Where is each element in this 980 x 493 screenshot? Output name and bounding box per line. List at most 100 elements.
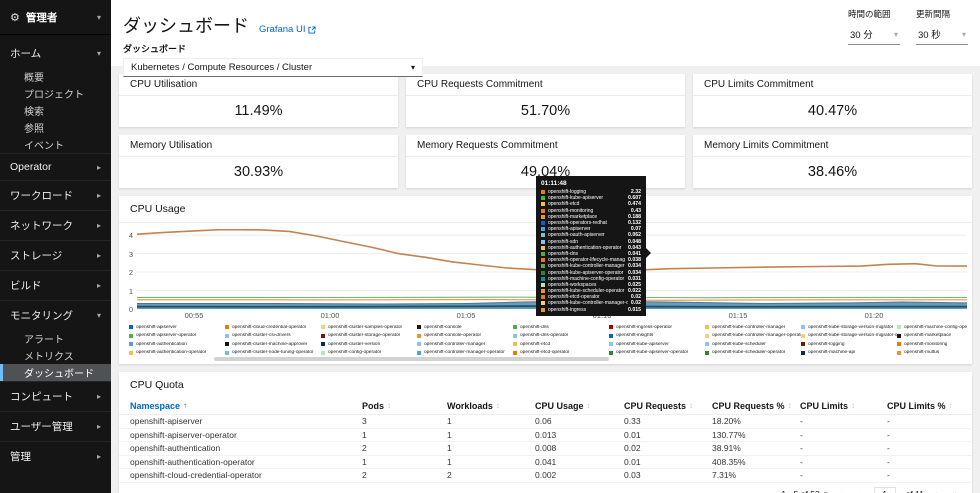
legend-item[interactable]: openshift-logging: [801, 340, 897, 349]
page-number-input[interactable]: [873, 486, 896, 493]
sidebar-item-administration[interactable]: 管理 ▸: [10, 451, 101, 463]
legend-item[interactable]: openshift-marketplace: [897, 332, 967, 341]
sidebar-item-monitoring[interactable]: モニタリング ▾: [10, 310, 101, 322]
column-header-cpu-limits[interactable]: CPU Limits ↕: [800, 400, 856, 411]
legend-item[interactable]: openshift-controller-manager-operator: [417, 349, 513, 358]
cell-namespace: openshift-authentication-operator: [130, 456, 255, 467]
legend-color-swatch: [417, 333, 421, 338]
legend-item[interactable]: openshift-machine-config-operator: [897, 323, 967, 332]
table-row: openshift-authentication 2 1 0.008 0.02 …: [119, 442, 972, 456]
sidebar-item-dashboards[interactable]: ダッシュボード: [0, 364, 111, 381]
sidebar-item-events[interactable]: イベント: [24, 141, 64, 152]
legend-color-swatch: [609, 333, 613, 338]
sidebar-item-networking[interactable]: ネットワーク ▸: [10, 220, 101, 232]
cell-cpu-requests: 0.33: [624, 416, 641, 427]
next-page-button[interactable]: ›: [934, 489, 941, 493]
legend-item[interactable]: openshift-cluster-machine-approver: [225, 340, 321, 349]
legend-item[interactable]: openshift-multus: [897, 349, 967, 358]
x-axis-tick: 01:00: [320, 311, 340, 320]
sidebar-item-explore[interactable]: 参照: [24, 124, 44, 135]
legend-item[interactable]: openshift-cluster-version: [321, 340, 417, 349]
legend-item[interactable]: openshift-monitoring: [897, 340, 967, 349]
legend-item[interactable]: openshift-controller-manager: [417, 340, 513, 349]
administrator-icon: ⚙: [10, 12, 20, 24]
tooltip-row: openshift-kube-apiserver 0.607: [541, 195, 641, 201]
sidebar-item-home[interactable]: ホーム ▾: [10, 48, 101, 60]
legend-item[interactable]: openshift-console: [417, 323, 513, 332]
cell-cpu-limits-pct: -: [887, 470, 890, 481]
sidebar-item-overview[interactable]: 概要: [24, 73, 44, 84]
legend-item[interactable]: openshift-apiserver: [129, 323, 225, 332]
last-page-button[interactable]: »: [951, 489, 960, 493]
cell-pods: 1: [362, 456, 367, 467]
table-title: CPU Quota: [130, 379, 184, 391]
column-header-cpu-usage[interactable]: CPU Usage ↕: [535, 400, 591, 411]
sidebar-item-workloads[interactable]: ワークロード ▸: [10, 190, 101, 202]
page-header: ダッシュボード Grafana UI ダッシュボード Kubernetes / …: [111, 0, 980, 77]
legend-color-swatch: [801, 333, 805, 338]
legend-item[interactable]: openshift-kube-apiserver-operator: [609, 349, 705, 358]
legend-item[interactable]: openshift-kube-storage-version-migrator-…: [801, 332, 897, 341]
dashboard-select[interactable]: Kubernetes / Compute Resources / Cluster…: [123, 58, 423, 77]
legend-item[interactable]: openshift-etcd-operator: [513, 349, 609, 358]
sidebar-item-user-management[interactable]: ユーザー管理 ▸: [10, 421, 101, 433]
first-page-button[interactable]: «: [838, 489, 847, 493]
pagination-per-page-menu[interactable]: 1 - 5 of 53 ▾: [781, 489, 827, 493]
legend-color-swatch: [129, 325, 133, 330]
legend-color-swatch: [417, 325, 421, 330]
legend-item[interactable]: openshift-machine-api: [801, 349, 897, 358]
sidebar-item-projects[interactable]: プロジェクト: [24, 90, 84, 101]
sidebar-item-alerts[interactable]: アラート: [24, 335, 64, 346]
refresh-interval-select[interactable]: 30 秒 ▾: [916, 25, 968, 45]
column-header-namespace[interactable]: Namespace ↑: [130, 400, 188, 411]
legend-item[interactable]: openshift-kube-scheduler: [705, 340, 801, 349]
cpu-quota-card: CPU Quota Namespace ↑ Pods ↕ Workloads ↕…: [119, 372, 972, 493]
legend-item[interactable]: openshift-console-operator: [417, 332, 513, 341]
sidebar-item-search[interactable]: 検索: [24, 107, 44, 118]
sidebar-item-builds[interactable]: ビルド ▸: [10, 280, 101, 292]
cell-cpu-limits: -: [800, 456, 803, 467]
legend-item[interactable]: openshift-kube-controller-manager: [705, 323, 801, 332]
chevron-down-icon: ▾: [824, 489, 828, 493]
legend-item[interactable]: openshift-kube-apiserver: [609, 340, 705, 349]
sidebar-item-compute[interactable]: コンピュート ▸: [10, 391, 101, 403]
legend-item[interactable]: openshift-etcd: [513, 340, 609, 349]
tooltip-row: openshift-kube-scheduler-operator 0.022: [541, 288, 641, 294]
chart-tooltip: 01:11:48 openshift-logging 2.32 openshif…: [536, 176, 651, 316]
legend-item[interactable]: openshift-apiserver-operator: [129, 332, 225, 341]
time-range-select[interactable]: 30 分 ▾: [848, 25, 900, 45]
chart-legend: openshift-apiserver openshift-apiserver-…: [129, 323, 967, 357]
legend-scrollbar[interactable]: [214, 357, 609, 361]
legend-item[interactable]: openshift-cluster-node-tuning-operator: [225, 349, 321, 358]
previous-page-button[interactable]: ‹: [857, 489, 864, 493]
sidebar-item-metrics[interactable]: メトリクス: [24, 352, 74, 363]
tooltip-row: openshift-monitoring 0.43: [541, 208, 641, 214]
chevron-right-icon: ▸: [96, 452, 101, 461]
legend-item[interactable]: openshift-kube-storage-version-migrator: [801, 323, 897, 332]
tooltip-row: openshift-ingress 0.015: [541, 307, 641, 313]
column-header-cpu-requests-pct[interactable]: CPU Requests % ↕: [712, 400, 792, 411]
legend-item[interactable]: openshift-cluster-samples-operator: [321, 323, 417, 332]
legend-item[interactable]: openshift-cluster-csi-drivers: [225, 332, 321, 341]
legend-item[interactable]: openshift-authentication-operator: [129, 349, 225, 358]
sidebar-item-operator[interactable]: Operator ▸: [10, 161, 101, 173]
column-header-cpu-limits-pct[interactable]: CPU Limits % ↕: [887, 400, 953, 411]
sidebar-item-storage[interactable]: ストレージ ▸: [10, 250, 101, 262]
legend-item[interactable]: openshift-ingress-operator: [609, 323, 705, 332]
column-header-workloads[interactable]: Workloads ↕: [447, 400, 500, 411]
legend-item[interactable]: openshift-dns-operator: [513, 332, 609, 341]
legend-item[interactable]: openshift-insights: [609, 332, 705, 341]
legend-item[interactable]: openshift-config-operator: [321, 349, 417, 358]
column-header-cpu-requests[interactable]: CPU Requests ↕: [624, 400, 694, 411]
grafana-ui-link[interactable]: Grafana UI: [259, 24, 317, 35]
legend-color-swatch: [513, 333, 517, 338]
legend-item[interactable]: openshift-kube-controller-manager-operat…: [705, 332, 801, 341]
legend-item[interactable]: openshift-cloud-credential-operator: [225, 323, 321, 332]
tooltip-row: openshift-etcd 0.474: [541, 201, 641, 207]
legend-item[interactable]: openshift-cluster-storage-operator: [321, 332, 417, 341]
legend-item[interactable]: openshift-kube-scheduler-operator: [705, 349, 801, 358]
perspective-switcher[interactable]: ⚙ 管理者 ▾: [0, 0, 111, 35]
column-header-pods[interactable]: Pods ↕: [362, 400, 392, 411]
legend-item[interactable]: openshift-dns: [513, 323, 609, 332]
legend-item[interactable]: openshift-authentication: [129, 340, 225, 349]
